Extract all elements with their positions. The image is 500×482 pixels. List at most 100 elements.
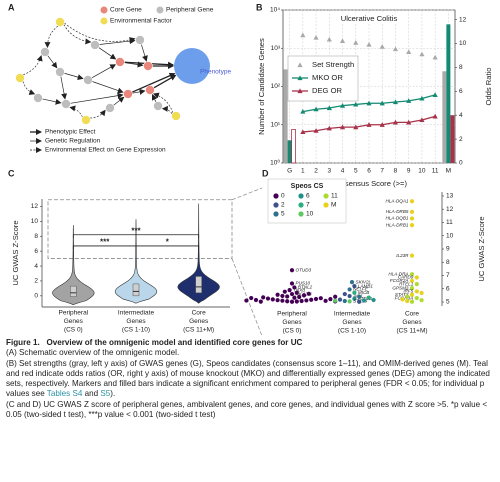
environment-edge xyxy=(22,81,36,95)
gene-point xyxy=(289,281,295,286)
y-tick-label: 2 xyxy=(34,278,38,285)
legend-title: Speos CS xyxy=(291,183,324,190)
gene-point xyxy=(414,295,419,301)
environment-edge xyxy=(90,109,106,119)
gene-point xyxy=(371,297,376,303)
gene-point xyxy=(352,290,357,295)
gene-point xyxy=(285,299,290,304)
caption-text: ). xyxy=(110,389,116,399)
y-tick-label: 11 xyxy=(446,219,453,226)
environment-edge xyxy=(69,105,83,118)
edge-legend-label: Phenotypic Effect xyxy=(45,129,96,136)
x-tick-label: 5 xyxy=(354,168,358,175)
y-tick-label: 13 xyxy=(446,193,454,200)
significance-label: *** xyxy=(100,238,110,247)
chart-title: Ulcerative Colitis xyxy=(341,14,398,23)
y-tick-label: 10 xyxy=(446,232,454,239)
gene-point xyxy=(289,299,295,304)
legend-label: 2 xyxy=(281,202,285,209)
zoom-box xyxy=(47,199,233,259)
bar xyxy=(446,24,451,163)
marker xyxy=(300,32,306,38)
marker xyxy=(353,124,359,130)
y2-tick-label: 4 xyxy=(459,112,463,119)
legend-swatch xyxy=(323,193,329,199)
gene-point xyxy=(280,293,285,299)
marker xyxy=(326,125,332,131)
marker xyxy=(392,46,399,52)
x-tick-label: Intermediate xyxy=(118,310,155,317)
legend-swatch xyxy=(100,17,108,25)
edge-legend-label: Genetic Regulation xyxy=(45,138,101,145)
legend-swatch xyxy=(273,202,279,208)
marker xyxy=(419,117,425,123)
caption-title: Figure 1. xyxy=(6,338,40,347)
y-tick-label: 12 xyxy=(31,203,39,210)
core-gene-node xyxy=(143,61,153,71)
legend-swatch xyxy=(273,211,279,217)
caption-link[interactable]: S5 xyxy=(100,389,111,399)
marker xyxy=(379,44,385,49)
environment-edge xyxy=(23,55,43,76)
legend-label: Core Gene xyxy=(110,7,142,14)
violin xyxy=(52,225,95,306)
gene-point xyxy=(328,297,333,302)
legend-box xyxy=(267,178,347,224)
phenotype-node xyxy=(174,48,210,84)
legend-label: DEG OR xyxy=(312,86,342,95)
x-tick-label: Genes xyxy=(282,319,302,326)
caption-paragraph: (A) Schematic overview of the omnigenic … xyxy=(6,348,494,358)
x-tick-label: (CS 0) xyxy=(64,327,83,334)
x-tick-label: 8 xyxy=(394,168,398,175)
x-tick-label: 1 xyxy=(301,168,305,175)
bar xyxy=(450,115,455,163)
regulation-edge xyxy=(92,81,124,94)
legend-swatch xyxy=(100,6,108,14)
regulation-edge xyxy=(98,47,117,60)
caption-text: (B) Set strengths (gray, left y axis) of… xyxy=(6,358,490,399)
legend-label: Set Strength xyxy=(312,60,354,69)
marker xyxy=(326,105,332,111)
peripheral-gene-node xyxy=(83,75,93,85)
gene-point xyxy=(347,299,352,304)
x-tick-label: 7 xyxy=(380,168,384,175)
marker xyxy=(379,122,385,127)
x-tick-label: Genes xyxy=(342,319,362,326)
panel-label: D xyxy=(262,168,269,178)
peripheral-gene-node xyxy=(90,40,100,50)
edge-legend-label: Environmental Effect on Gene Expression xyxy=(45,147,166,154)
y-tick-label: 6 xyxy=(446,285,450,292)
marker xyxy=(339,103,346,108)
bar xyxy=(287,140,292,163)
gene-point xyxy=(414,275,419,280)
gene-label: NELFE xyxy=(353,287,369,292)
box xyxy=(195,276,202,294)
y-tick-label: 10 xyxy=(31,218,39,225)
caption-link[interactable]: Tables S4 xyxy=(46,389,83,399)
environment-edge xyxy=(64,22,136,43)
core-gene-node xyxy=(145,85,155,95)
gene-point xyxy=(347,293,352,299)
x-tick-label: Intermediate xyxy=(334,311,371,318)
gene-point xyxy=(318,296,323,301)
legend-swatch xyxy=(298,202,304,208)
gene-point xyxy=(409,216,415,221)
marker xyxy=(313,34,319,40)
legend-marker xyxy=(297,62,303,68)
gene-point xyxy=(409,278,415,283)
gene-label: MICB xyxy=(358,290,369,295)
y-tick-label: 8 xyxy=(446,259,450,266)
zoom-connector xyxy=(231,187,263,201)
significance-label: *** xyxy=(131,226,141,235)
caption-title-line: Figure 1. Overview of the omnigenic mode… xyxy=(6,338,494,348)
gene-point xyxy=(292,295,297,300)
gene-point xyxy=(323,298,328,303)
gene-label: IRF5 xyxy=(403,289,413,294)
regulation-edge xyxy=(64,72,84,81)
environment-edge xyxy=(152,92,174,113)
gene-label: RTEL1 xyxy=(399,281,414,286)
x-tick-label: 4 xyxy=(341,168,345,175)
gene-label: FCGR3A xyxy=(395,295,414,300)
gene-label: BTNL2 xyxy=(298,285,313,290)
gene-point xyxy=(287,287,292,293)
